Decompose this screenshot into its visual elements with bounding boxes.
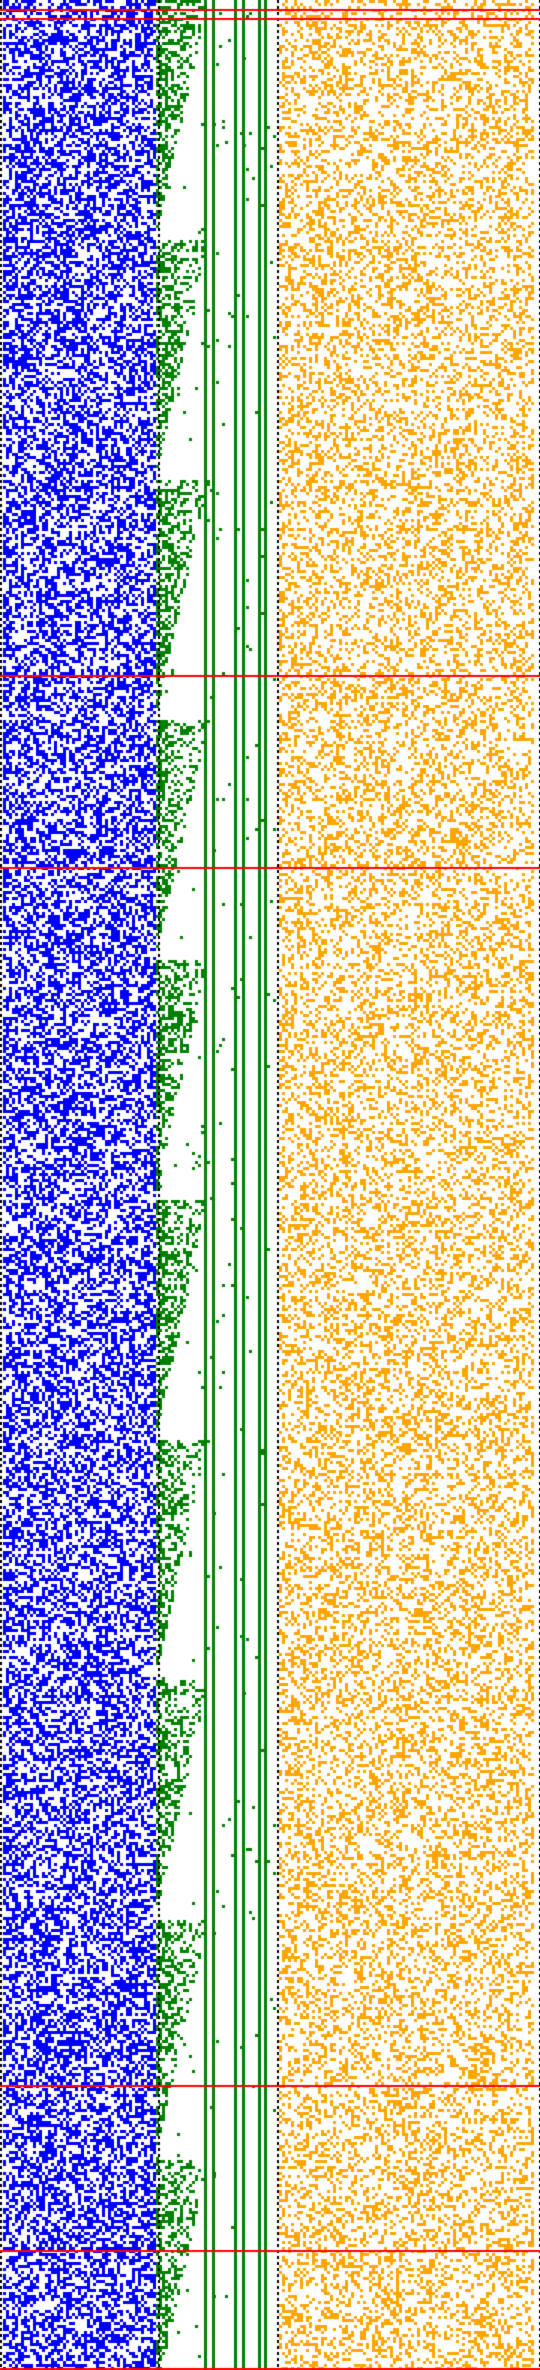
density-matrix-viz [0, 0, 540, 2370]
